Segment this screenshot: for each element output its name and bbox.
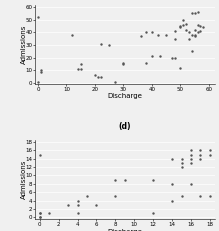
Point — [99, 75, 102, 79]
Point — [122, 62, 125, 66]
Point — [187, 30, 191, 34]
Y-axis label: Admissions: Admissions — [21, 160, 27, 199]
Point — [189, 157, 193, 161]
Point — [38, 216, 42, 219]
Point — [38, 153, 42, 156]
Point — [180, 165, 183, 169]
Point — [93, 73, 97, 77]
X-axis label: Discharge: Discharge — [107, 229, 142, 231]
Point — [150, 30, 154, 34]
Point — [189, 149, 193, 152]
Point — [164, 33, 168, 37]
Point — [39, 68, 42, 72]
Point — [66, 203, 70, 207]
Point — [114, 195, 117, 198]
X-axis label: Discharge: Discharge — [107, 93, 142, 99]
Point — [38, 216, 42, 219]
Point — [190, 33, 194, 37]
Point — [199, 149, 202, 152]
Point — [170, 157, 174, 161]
Point — [39, 70, 42, 73]
Point — [179, 24, 182, 28]
Point — [193, 34, 196, 38]
Point — [85, 195, 89, 198]
Point — [36, 80, 40, 84]
Point — [79, 62, 82, 66]
Point — [208, 149, 212, 152]
Point — [79, 67, 82, 71]
Point — [189, 153, 193, 156]
Point — [208, 195, 212, 198]
Point — [179, 25, 182, 29]
Point — [170, 199, 174, 202]
Point — [189, 161, 193, 165]
Point — [76, 203, 79, 207]
Point — [180, 161, 183, 165]
Point — [208, 153, 212, 156]
Point — [196, 30, 199, 34]
Point — [180, 195, 183, 198]
Point — [76, 199, 79, 202]
Point — [123, 178, 127, 182]
Point — [139, 34, 142, 38]
Point — [182, 23, 185, 27]
Point — [96, 75, 99, 79]
Point — [180, 157, 183, 161]
Point — [76, 67, 79, 71]
Point — [173, 29, 177, 33]
Point — [193, 28, 196, 32]
Point — [193, 33, 196, 37]
Point — [99, 42, 102, 46]
Point — [182, 18, 185, 22]
Point — [190, 12, 194, 15]
Point — [145, 61, 148, 64]
Point — [184, 28, 188, 32]
Point — [187, 37, 191, 41]
Point — [159, 55, 162, 58]
Point — [122, 61, 125, 64]
Point — [107, 43, 111, 47]
Point — [199, 29, 202, 33]
Point — [201, 25, 205, 29]
Point — [199, 153, 202, 156]
Y-axis label: Admissions: Admissions — [21, 25, 27, 64]
Point — [196, 10, 199, 14]
Point — [95, 203, 98, 207]
Text: (d): (d) — [118, 122, 131, 131]
Point — [151, 211, 155, 215]
Point — [151, 178, 155, 182]
Point — [156, 33, 159, 37]
Point — [189, 182, 193, 186]
Point — [196, 23, 199, 27]
Point — [150, 55, 154, 58]
Point — [114, 178, 117, 182]
Point — [199, 157, 202, 161]
Point — [199, 24, 202, 28]
Point — [48, 211, 51, 215]
Point — [170, 56, 174, 60]
Point — [173, 37, 177, 41]
Point — [179, 66, 182, 70]
Point — [173, 56, 177, 60]
Point — [190, 49, 194, 53]
Point — [36, 15, 40, 19]
Point — [145, 30, 148, 34]
Point — [38, 211, 42, 215]
Point — [70, 33, 74, 37]
Point — [193, 12, 196, 15]
Point — [38, 211, 42, 215]
Point — [113, 80, 117, 84]
Point — [170, 182, 174, 186]
Point — [184, 22, 188, 25]
Point — [76, 211, 79, 215]
Point — [199, 195, 202, 198]
